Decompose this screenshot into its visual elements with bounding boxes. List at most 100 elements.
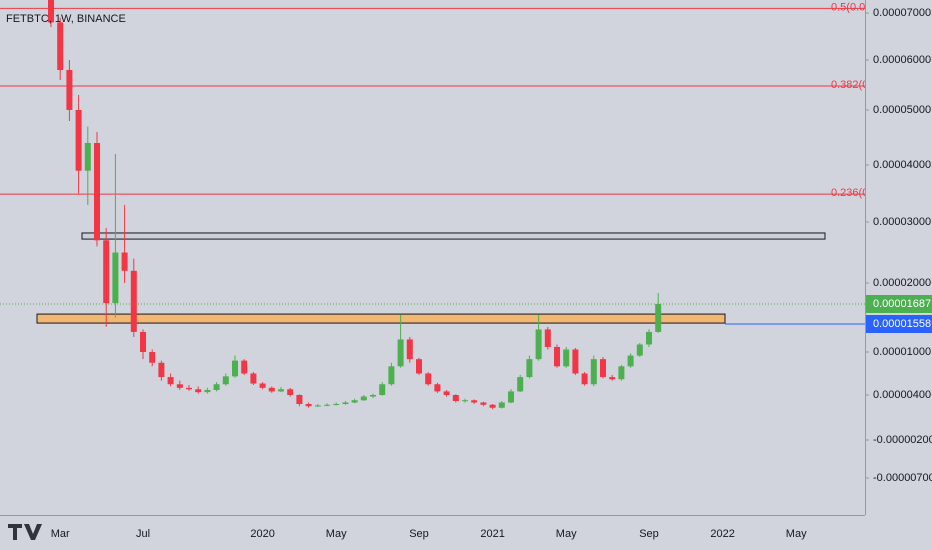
candle-body <box>590 359 597 385</box>
candle-body <box>287 389 294 395</box>
y-tick-label: 0.00007000 <box>873 7 931 19</box>
candle-body <box>250 373 257 384</box>
candle-body <box>360 396 367 401</box>
candle-body <box>324 404 330 406</box>
plot-area: 0.5(0.00 0.382(0. 0.236(0. <box>0 0 871 410</box>
candle-body <box>75 110 82 171</box>
candle-body <box>66 70 73 110</box>
candle-body <box>425 373 432 385</box>
candle-body <box>572 349 579 374</box>
candle-body <box>434 384 441 392</box>
x-tick-label: Sep <box>409 528 429 540</box>
zone-box <box>36 313 726 324</box>
zone-box <box>81 232 826 240</box>
candle-body <box>268 387 275 392</box>
x-tick-label: 2022 <box>710 528 734 540</box>
price-label-box <box>866 295 932 313</box>
candle-body <box>397 339 404 367</box>
candle-body <box>627 355 634 367</box>
logo <box>8 524 42 540</box>
candle-body <box>259 383 266 388</box>
price-label: 0.00001687 <box>873 298 931 310</box>
candle-body <box>646 331 652 345</box>
candle-body <box>563 349 570 367</box>
candle-body <box>48 0 54 23</box>
fib-level-label: 0.236(0. <box>831 187 871 199</box>
candle-body <box>489 404 496 408</box>
candle-body <box>232 360 238 377</box>
candle-body <box>84 143 91 171</box>
x-tick-label: May <box>326 528 347 540</box>
x-tick-label: Mar <box>51 528 70 540</box>
x-tick-label: May <box>786 528 807 540</box>
candle-body <box>600 359 606 378</box>
y-tick-label: 0.00001000 <box>873 346 931 358</box>
candle-body <box>149 352 156 363</box>
y-tick-label: 0.00003000 <box>873 216 931 228</box>
candle-body <box>554 346 560 367</box>
candle-body <box>517 377 524 392</box>
candle-body <box>655 304 662 332</box>
candle-body <box>278 389 284 392</box>
candle-body <box>471 400 478 403</box>
candle-body <box>314 405 321 407</box>
candle-body <box>581 373 588 385</box>
x-tick-label: Sep <box>639 528 659 540</box>
candle-body <box>618 366 625 380</box>
candle-body <box>452 395 459 401</box>
y-tick-label: 0.00006000 <box>873 54 931 66</box>
candle-body <box>112 252 119 304</box>
candle-body <box>406 339 413 360</box>
candle-body <box>195 389 202 393</box>
candle-body <box>204 389 211 393</box>
candle-body <box>186 387 192 390</box>
y-tick-label: -0.00000700 <box>873 472 932 484</box>
candle-body <box>241 360 248 374</box>
candle-body <box>636 344 643 356</box>
candle-body <box>296 395 303 404</box>
price-label: 0.00001558 <box>873 318 931 330</box>
candle-body <box>103 240 110 304</box>
x-tick-label: 2020 <box>250 528 274 540</box>
fib-level-label: 0.5(0.00 <box>831 1 871 13</box>
x-tick-label: Jul <box>136 528 150 540</box>
candle-body <box>508 391 514 403</box>
candle-body <box>535 329 542 360</box>
candle-body <box>526 359 533 378</box>
candle-body <box>333 404 340 405</box>
candle-body <box>121 252 128 271</box>
axes: 0.00007000 0.00006000 0.00005000 0.00004000… <box>51 7 932 540</box>
candle-body <box>609 377 616 380</box>
candle-body <box>57 22 64 70</box>
y-tick-label: 0.00000400 <box>873 389 931 401</box>
candle-body <box>130 270 137 332</box>
candle-body <box>94 143 100 241</box>
candle-body <box>176 384 183 388</box>
candle-body <box>462 400 468 402</box>
x-tick-label: May <box>556 528 577 540</box>
candle-body <box>158 362 165 378</box>
chart-title: FETBTC, 1W, BINANCE <box>6 13 126 25</box>
candle-body <box>167 377 174 385</box>
candle-body <box>416 359 422 374</box>
candle-body <box>388 366 395 385</box>
candle-body <box>480 402 487 405</box>
candle-body <box>370 395 376 397</box>
y-tick-label: 0.00002000 <box>873 277 931 289</box>
candle-body <box>544 329 551 347</box>
candle-body <box>443 391 450 395</box>
candle-body <box>498 402 505 408</box>
price-label-box <box>866 315 932 333</box>
candle-body <box>213 384 220 390</box>
y-tick-label: 0.00005000 <box>873 104 931 116</box>
candle-body <box>379 384 386 395</box>
y-tick-label: 0.00004000 <box>873 159 931 171</box>
candle-body <box>140 331 146 352</box>
fib-level-label: 0.382(0. <box>831 79 871 91</box>
candle-body <box>351 400 358 403</box>
y-tick-label: -0.00000200 <box>873 434 932 446</box>
candle-body <box>342 402 349 404</box>
